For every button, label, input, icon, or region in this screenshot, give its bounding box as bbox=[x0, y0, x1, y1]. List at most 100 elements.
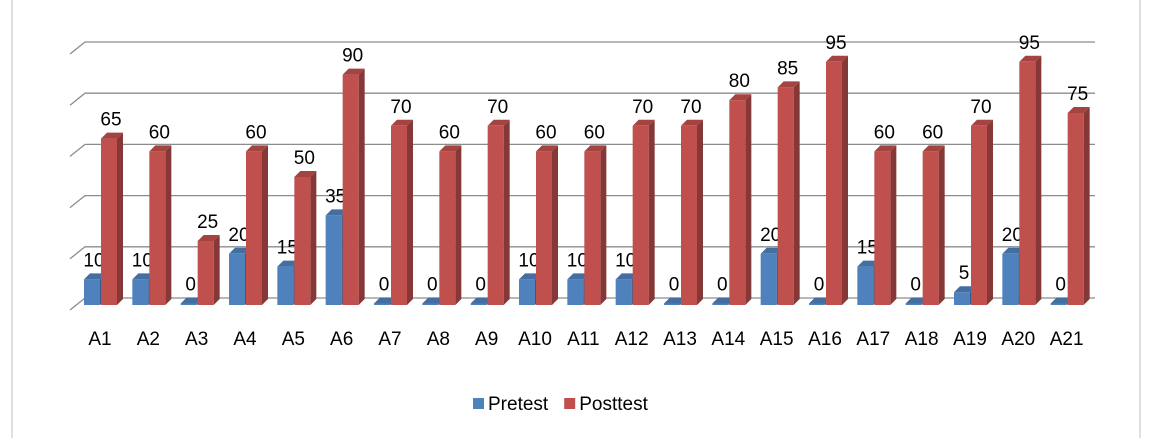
value-label: 70 bbox=[390, 97, 411, 118]
bar-side bbox=[407, 119, 413, 305]
bar-top bbox=[246, 145, 268, 152]
bar-top bbox=[294, 171, 317, 177]
bar-top bbox=[971, 119, 993, 126]
x-tick-label: A1 bbox=[88, 329, 111, 350]
value-label: 10 bbox=[518, 250, 539, 271]
bar-side bbox=[600, 145, 607, 305]
bar-top bbox=[809, 297, 831, 304]
bar bbox=[101, 138, 117, 305]
x-tick-label: A18 bbox=[905, 329, 939, 350]
value-label: 5 bbox=[959, 263, 970, 284]
value-label: 10 bbox=[132, 250, 153, 271]
bar-top bbox=[712, 297, 735, 304]
bar-top bbox=[857, 260, 880, 267]
bar bbox=[905, 303, 922, 305]
bar bbox=[84, 279, 100, 305]
bar bbox=[1019, 61, 1036, 305]
bar bbox=[857, 266, 874, 305]
grid-line bbox=[69, 143, 1095, 157]
value-label: 95 bbox=[825, 33, 846, 54]
bar-top bbox=[954, 286, 976, 293]
legend-swatch bbox=[473, 398, 484, 409]
bar-side bbox=[987, 119, 993, 305]
bar bbox=[149, 151, 166, 305]
bar bbox=[439, 151, 456, 305]
value-label: 70 bbox=[487, 97, 508, 118]
bar-top bbox=[1067, 107, 1090, 113]
chart-frame bbox=[11, 0, 1141, 438]
bar bbox=[922, 151, 939, 305]
bar-side bbox=[503, 119, 510, 305]
bar-top bbox=[470, 297, 493, 304]
x-tick-label: A10 bbox=[518, 329, 552, 350]
bar-top bbox=[777, 81, 800, 88]
value-label: 25 bbox=[197, 212, 218, 233]
bar-top bbox=[325, 209, 348, 216]
value-label: 0 bbox=[814, 275, 825, 296]
value-label: 60 bbox=[439, 122, 460, 143]
bar bbox=[391, 125, 407, 305]
value-label: 20 bbox=[1002, 225, 1023, 246]
bar bbox=[809, 303, 825, 305]
bar-top bbox=[84, 273, 106, 280]
bar-side bbox=[842, 55, 848, 305]
bar bbox=[180, 303, 197, 305]
value-label: 10 bbox=[83, 250, 104, 271]
bar bbox=[729, 100, 746, 305]
value-label: 60 bbox=[922, 122, 943, 143]
bar-top bbox=[439, 145, 462, 152]
bar bbox=[1050, 303, 1067, 305]
bar-side bbox=[552, 145, 558, 305]
value-label: 85 bbox=[777, 58, 798, 79]
bar bbox=[342, 74, 359, 305]
x-tick-label: A15 bbox=[760, 329, 794, 350]
bar-top bbox=[229, 247, 251, 254]
grid-line bbox=[69, 41, 1095, 55]
bar-side bbox=[213, 235, 220, 305]
bar bbox=[422, 303, 439, 305]
value-label: 10 bbox=[615, 250, 636, 271]
bar-top bbox=[132, 273, 155, 280]
value-label: 60 bbox=[535, 122, 556, 143]
bar-top bbox=[615, 273, 638, 280]
x-tick-label: A11 bbox=[567, 329, 599, 350]
bar bbox=[246, 151, 262, 305]
bar bbox=[229, 253, 245, 305]
value-label: 95 bbox=[1019, 33, 1040, 54]
value-label: 0 bbox=[1055, 275, 1066, 296]
bar bbox=[632, 125, 649, 305]
bar-top bbox=[197, 235, 220, 241]
value-label: 60 bbox=[584, 122, 605, 143]
x-tick-label: A14 bbox=[711, 329, 745, 350]
bar-side bbox=[1083, 107, 1090, 305]
bar-side bbox=[890, 145, 897, 305]
x-tick-label: A12 bbox=[615, 329, 649, 350]
bar-top bbox=[905, 297, 928, 304]
bar bbox=[777, 87, 794, 306]
bar bbox=[874, 151, 891, 305]
bar-top bbox=[1019, 55, 1042, 62]
value-label: 70 bbox=[970, 97, 991, 118]
grid-line bbox=[69, 194, 1095, 209]
x-tick-label: A21 bbox=[1050, 329, 1084, 350]
bar-side bbox=[455, 145, 462, 305]
bar bbox=[1002, 253, 1019, 305]
x-tick-label: A16 bbox=[808, 329, 842, 350]
bar-top bbox=[729, 94, 752, 101]
bar-top bbox=[874, 145, 897, 152]
bar bbox=[664, 303, 680, 305]
bar-top bbox=[584, 145, 607, 152]
bar-side bbox=[793, 81, 800, 306]
value-label: 70 bbox=[680, 97, 701, 118]
value-label: 90 bbox=[342, 46, 363, 67]
bar-top bbox=[567, 273, 590, 280]
bar-top bbox=[1002, 247, 1025, 254]
grid-line bbox=[69, 92, 1095, 106]
bar-top bbox=[277, 260, 300, 267]
bar-top bbox=[180, 297, 203, 304]
bar-top bbox=[391, 119, 413, 126]
bar bbox=[374, 303, 390, 305]
bar-top bbox=[487, 119, 510, 126]
bar-side bbox=[648, 119, 655, 305]
